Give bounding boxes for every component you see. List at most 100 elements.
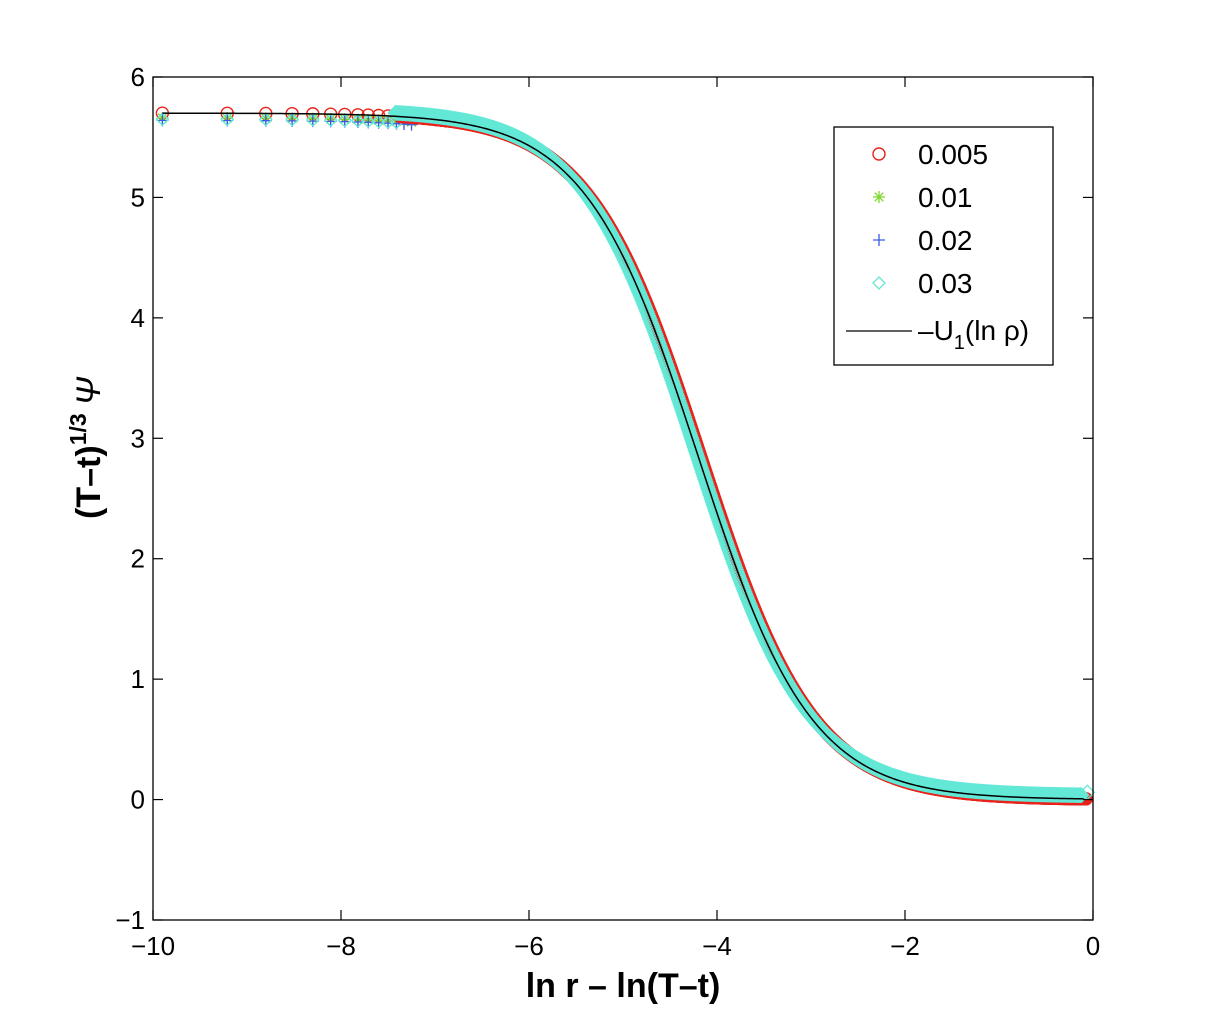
- legend: 0.005 0.01 0.02 0.03 –U1(ln ρ): [833, 126, 1054, 366]
- dense-point-cyan-384: [680, 420, 697, 437]
- dense-point-cyan-407: [697, 473, 714, 490]
- legend-label-3: 0.03: [918, 268, 973, 299]
- plot-frame: [152, 76, 1094, 921]
- data-point-3-7: [351, 113, 365, 128]
- dense-point-cyan-362: [663, 370, 680, 387]
- legend-line-suffix: (ln ρ): [965, 315, 1029, 346]
- dense-point-cyan-466: [742, 598, 759, 615]
- dense-point-cyan-382: [678, 415, 695, 432]
- dense-point-cyan-374: [672, 397, 689, 414]
- dense-point-cyan-464: [741, 595, 758, 611]
- dense-point-cyan-394: [687, 443, 704, 460]
- dense-point-cyan-368: [668, 383, 684, 400]
- dense-point-cyan-408: [698, 476, 715, 492]
- dense-point-cyan-320: [631, 285, 648, 302]
- dense-point-cyan-471: [746, 607, 763, 624]
- legend-label-1: 0.01: [918, 182, 973, 213]
- dense-point-cyan-422: [709, 507, 726, 524]
- dense-point-cyan-474: [748, 613, 765, 630]
- dense-point-cyan-377: [674, 404, 691, 421]
- data-point-3-1: [220, 112, 235, 127]
- dense-point-cyan-369: [668, 386, 685, 403]
- dense-point-cyan-316: [628, 278, 645, 294]
- dense-point-cyan-411: [700, 482, 717, 499]
- x-tick-label-2: −6: [514, 931, 544, 961]
- y-tick-label-5: 4: [131, 303, 145, 333]
- data-point-3-5: [323, 113, 338, 128]
- y-axis-title-exponent: 1/3: [65, 413, 91, 445]
- y-tick-label-0: −1: [115, 905, 145, 935]
- data-point-3-9: [371, 114, 386, 129]
- dense-point-cyan-397: [690, 450, 707, 467]
- dense-point-cyan-309: [623, 265, 639, 282]
- y-tick-label-7: 6: [131, 62, 145, 92]
- reference-line: [162, 112, 1084, 800]
- y-tick-label-4: 3: [131, 423, 145, 453]
- y-tick-label-6: 5: [131, 182, 145, 212]
- dense-point-cyan-391: [685, 436, 702, 453]
- data-point-3-2: [258, 112, 273, 127]
- dense-point-cyan-378: [675, 406, 692, 423]
- dense-point-cyan-317: [629, 279, 646, 296]
- legend-line-name: –U: [918, 315, 954, 346]
- legend-label-0: 0.005: [918, 139, 988, 170]
- data-point-3-0: [155, 112, 170, 127]
- plot-area-marks: [155, 104, 1096, 806]
- dense-point-cyan-402: [693, 462, 710, 478]
- y-tick-label-1: 0: [131, 785, 145, 815]
- dense-point-cyan-367: [667, 381, 684, 398]
- dense-point-cyan-366: [666, 379, 683, 396]
- dense-point-cyan-409: [699, 478, 716, 495]
- legend-box: [833, 126, 1054, 366]
- dense-point-cyan-392: [686, 438, 703, 455]
- dense-point-cyan-400: [692, 457, 709, 474]
- data-point-3-8: [361, 114, 376, 129]
- legend-marker-0.02: [873, 234, 885, 246]
- svg-text:(T–t)1/3Ψ: (T–t)1/3 Ψ: [65, 376, 108, 519]
- legend-line-subscript: 1: [954, 332, 965, 354]
- dense-point-cyan-390: [684, 434, 701, 451]
- dense-point-cyan-381: [677, 413, 694, 430]
- dense-point-cyan-376: [674, 402, 690, 418]
- dense-point-cyan-416: [704, 494, 721, 511]
- dense-point-cyan-379: [676, 408, 693, 425]
- dense-point-cyan-467: [743, 600, 760, 617]
- dense-point-cyan-312: [625, 271, 642, 287]
- dense-point-cyan-398: [690, 452, 707, 469]
- legend-marker-0.005: [872, 147, 886, 161]
- dense-point-cyan-404: [695, 466, 712, 483]
- x-tick-label-3: −4: [702, 931, 732, 961]
- dense-point-cyan-363: [664, 372, 681, 389]
- y-axis-title: (T–t)1/3 Ψ: [65, 376, 108, 519]
- legend-marker-0.03: [872, 276, 886, 290]
- dense-point-cyan-380: [677, 411, 694, 428]
- dense-point-cyan-418: [706, 498, 723, 515]
- dense-point-cyan-383: [679, 418, 696, 434]
- dense-point-cyan-389: [684, 432, 700, 448]
- dense-point-cyan-417: [705, 496, 722, 513]
- dense-point-cyan-413: [702, 487, 719, 504]
- dense-point-cyan-318: [629, 281, 646, 298]
- dense-point-cyan-405: [696, 469, 713, 485]
- x-axis-title: ln r – ln(T–t): [526, 967, 721, 1005]
- dense-point-cyan-371: [670, 390, 687, 407]
- data-point-3-6: [337, 113, 352, 128]
- dense-point-cyan-468: [744, 602, 761, 619]
- legend-label-line: –U1(ln ρ): [918, 315, 1029, 354]
- dense-point-cyan-373: [671, 395, 688, 412]
- dense-point-cyan-313: [626, 272, 642, 289]
- dense-point-cyan-420: [707, 503, 724, 520]
- legend-marker-0.01: [873, 191, 885, 203]
- dense-point-cyan-465: [742, 596, 758, 613]
- y-axis-title-base: (T–t): [70, 445, 108, 519]
- y-tick-label-2: 1: [131, 664, 145, 694]
- x-tick-label-4: −2: [890, 931, 920, 961]
- dense-point-cyan-315: [627, 276, 644, 293]
- dense-point-cyan-415: [703, 492, 720, 508]
- dense-point-cyan-406: [697, 471, 713, 488]
- dense-point-cyan-388: [683, 429, 700, 446]
- dense-point-cyan-310: [623, 267, 640, 284]
- y-tick-label-3: 2: [131, 544, 145, 574]
- dense-point-cyan-370: [669, 388, 686, 405]
